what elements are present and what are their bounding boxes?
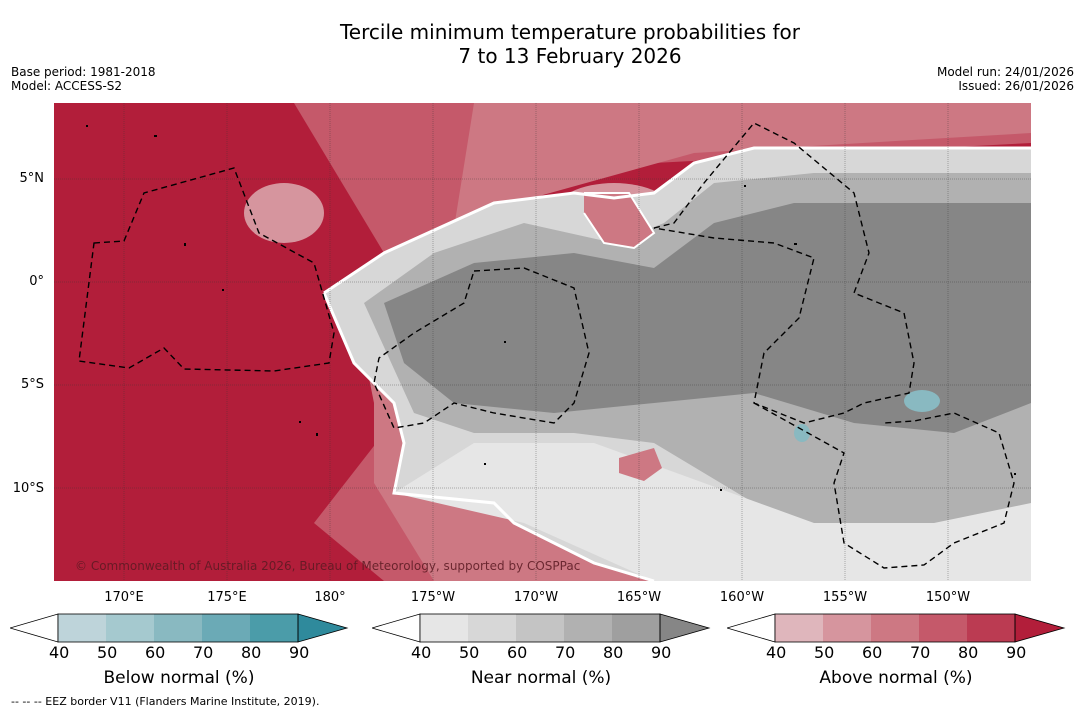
- lat-label-5s: 5°S: [20, 377, 44, 392]
- lon-label: 155°W: [822, 590, 868, 605]
- meta-right: Model run: 24/01/2026 Issued: 26/01/2026: [937, 65, 1074, 93]
- eez-legend: -- -- -- EEZ border V11 (Flanders Marine…: [11, 695, 320, 708]
- colorbar-extension: [297, 613, 349, 643]
- tick-label: 90: [1006, 643, 1027, 662]
- tercile-boundary: [583, 192, 656, 250]
- below-normal-colorbar: [10, 613, 349, 643]
- colorbar-segment: [823, 614, 871, 642]
- above-normal-title: Above normal (%): [819, 668, 973, 688]
- near-normal-40-band: [394, 443, 1031, 581]
- tick-label: 40: [766, 643, 787, 662]
- tercile-boundary: [322, 292, 655, 581]
- colorbar-segment: [612, 614, 660, 642]
- colorbar-segment: [967, 614, 1015, 642]
- tick-label: 80: [958, 643, 979, 662]
- tick-label: 50: [814, 643, 835, 662]
- lat-label-5n: 5°N: [19, 171, 45, 186]
- tick-label: 80: [241, 643, 262, 662]
- above-normal-colorbar: [727, 613, 1066, 643]
- above-normal-southern-patch: [619, 448, 662, 481]
- model-name: Model: ACCESS-S2: [11, 79, 123, 93]
- lon-label: 180°: [314, 590, 346, 605]
- tick-label: 50: [97, 643, 118, 662]
- below-normal-pocket: [794, 424, 810, 442]
- colorbar-segment: [58, 614, 106, 642]
- map-title: Tercile minimum temperature probabilitie…: [0, 20, 1085, 68]
- lat-label-0: 0°: [29, 274, 44, 289]
- tick-label: 50: [459, 643, 480, 662]
- tick-label: 60: [507, 643, 528, 662]
- base-period: Base period: 1981-2018: [11, 65, 156, 79]
- colorbar-segment: [516, 614, 564, 642]
- above-normal-60-band: [354, 103, 1031, 581]
- tercile-boundary: [323, 146, 1031, 295]
- colorbar-segment: [250, 614, 298, 642]
- issued-date: Issued: 26/01/2026: [958, 79, 1074, 93]
- colorbar-segment: [154, 614, 202, 642]
- eez-borders: [78, 122, 1015, 569]
- tick-label: 80: [603, 643, 624, 662]
- lon-label: 160°W: [719, 590, 765, 605]
- near-normal-colorbar: [372, 613, 711, 643]
- tick-label: 70: [555, 643, 576, 662]
- above-normal-pocket: [244, 183, 324, 243]
- title-line-1: Tercile minimum temperature probabilitie…: [339, 20, 801, 44]
- lon-label: 175°W: [410, 590, 456, 605]
- tick-label: 70: [193, 643, 214, 662]
- colorbar-segment: [564, 614, 612, 642]
- colorbar-segment: [919, 614, 967, 642]
- colorbar-extension: [727, 613, 776, 643]
- near-normal-title: Near normal (%): [470, 668, 612, 688]
- lon-label: 175°E: [207, 590, 247, 605]
- lon-label: 170°W: [513, 590, 559, 605]
- colorbar-segment: [106, 614, 154, 642]
- tick-label: 60: [145, 643, 166, 662]
- tick-label: 40: [49, 643, 70, 662]
- tick-label: 40: [411, 643, 432, 662]
- tick-label: 60: [862, 643, 883, 662]
- lat-label-10s: 10°S: [12, 481, 44, 496]
- tick-label: 70: [910, 643, 931, 662]
- probability-map: [54, 103, 1031, 581]
- title-line-2: 7 to 13 February 2026: [458, 44, 682, 68]
- colorbar-segment: [202, 614, 250, 642]
- near-normal-90-core: [384, 203, 1031, 433]
- tick-label: 90: [289, 643, 310, 662]
- lon-label: 165°W: [616, 590, 662, 605]
- colorbar-extension: [1014, 613, 1066, 643]
- colorbar-extension: [659, 613, 711, 643]
- colorbar-segment: [468, 614, 516, 642]
- below-normal-title: Below normal (%): [103, 668, 255, 688]
- tick-label: 90: [651, 643, 672, 662]
- colorbar-segment: [871, 614, 919, 642]
- colorbar-extension: [10, 613, 59, 643]
- lon-label: 170°E: [104, 590, 144, 605]
- colorbar-segment: [420, 614, 468, 642]
- colorbar-segment: [775, 614, 823, 642]
- islands: [86, 125, 1016, 491]
- graticule: [54, 103, 1031, 581]
- meta-left: Base period: 1981-2018 Model: ACCESS-S2: [11, 65, 156, 93]
- copyright-credit: © Commonwealth of Australia 2026, Bureau…: [75, 559, 581, 573]
- colorbar-extension: [372, 613, 421, 643]
- below-normal-pocket: [904, 390, 940, 412]
- model-run: Model run: 24/01/2026: [936, 65, 1074, 79]
- lon-label: 150°W: [925, 590, 971, 605]
